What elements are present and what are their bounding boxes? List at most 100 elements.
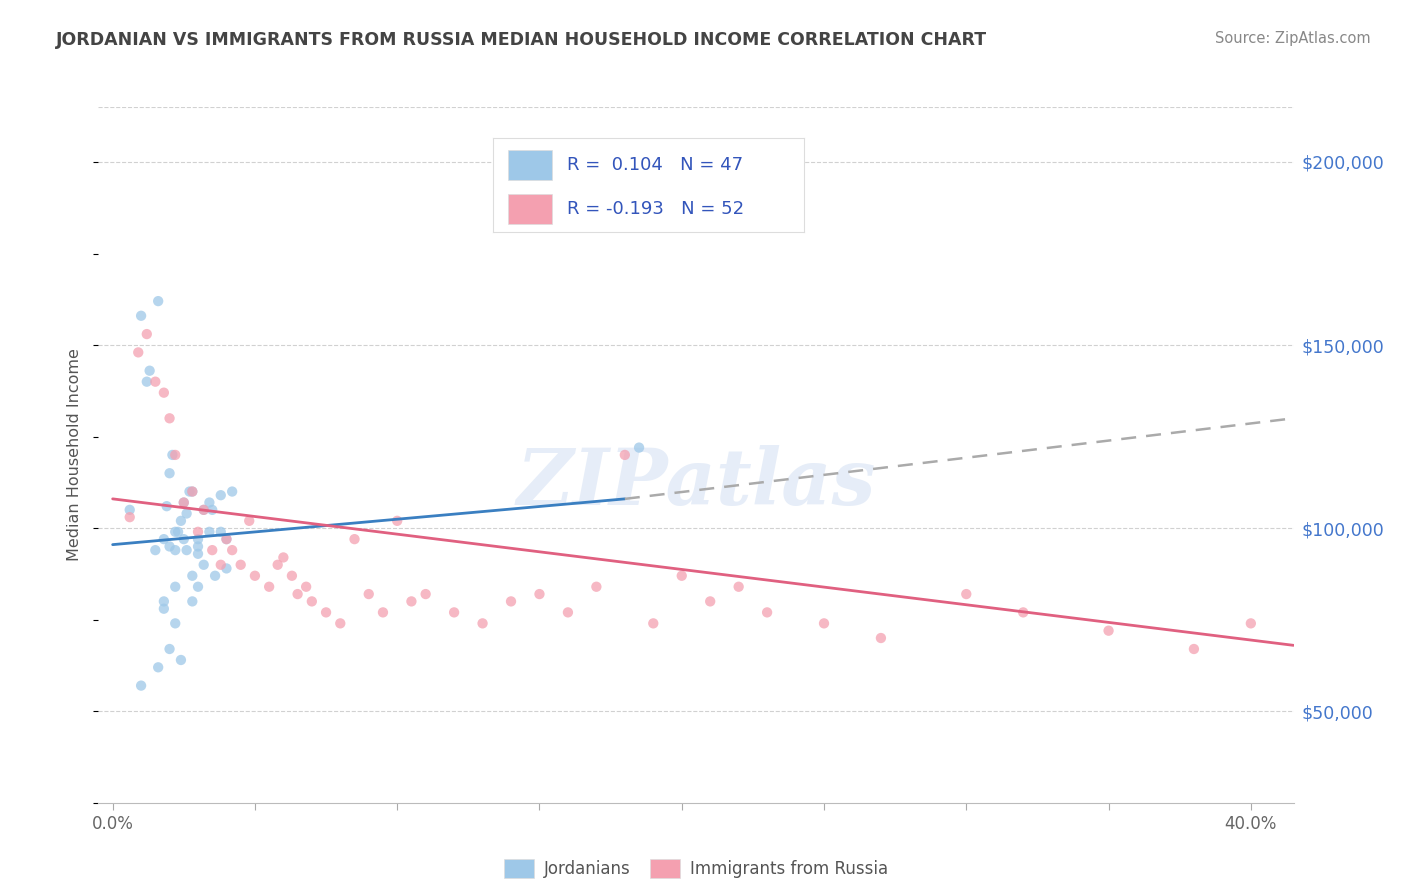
- Point: [238, 514, 260, 528]
- FancyBboxPatch shape: [509, 150, 551, 179]
- Point: [209, 524, 232, 539]
- Point: [187, 540, 209, 554]
- Point: [215, 532, 238, 546]
- Point: [118, 503, 141, 517]
- Point: [221, 543, 243, 558]
- Point: [343, 532, 366, 546]
- Point: [727, 580, 749, 594]
- Point: [955, 587, 977, 601]
- Point: [170, 514, 193, 528]
- Point: [153, 532, 176, 546]
- Point: [221, 484, 243, 499]
- Point: [204, 568, 226, 582]
- Point: [143, 543, 166, 558]
- Point: [193, 558, 215, 572]
- Point: [165, 524, 187, 539]
- Point: [165, 448, 187, 462]
- Point: [187, 524, 209, 539]
- Point: [295, 580, 318, 594]
- Point: [173, 495, 195, 509]
- Point: [187, 580, 209, 594]
- Point: [870, 631, 893, 645]
- Point: [813, 616, 835, 631]
- Point: [167, 524, 190, 539]
- Point: [187, 532, 209, 546]
- Point: [267, 558, 290, 572]
- Point: [138, 364, 160, 378]
- Point: [1012, 606, 1035, 620]
- Point: [499, 594, 522, 608]
- Point: [1182, 642, 1205, 657]
- Point: [401, 594, 423, 608]
- Point: [281, 568, 304, 582]
- Point: [162, 448, 184, 462]
- Point: [443, 606, 465, 620]
- Point: [357, 587, 380, 601]
- Point: [159, 411, 181, 425]
- Point: [173, 532, 195, 546]
- Point: [153, 385, 176, 400]
- Legend: Jordanians, Immigrants from Russia: Jordanians, Immigrants from Russia: [496, 853, 896, 885]
- Point: [193, 503, 215, 517]
- Point: [148, 294, 170, 309]
- Point: [135, 375, 157, 389]
- Point: [159, 540, 181, 554]
- Point: [699, 594, 721, 608]
- Point: [143, 375, 166, 389]
- Text: JORDANIAN VS IMMIGRANTS FROM RUSSIA MEDIAN HOUSEHOLD INCOME CORRELATION CHART: JORDANIAN VS IMMIGRANTS FROM RUSSIA MEDI…: [56, 31, 987, 49]
- Point: [198, 524, 221, 539]
- Point: [165, 580, 187, 594]
- Point: [371, 606, 394, 620]
- Point: [193, 503, 215, 517]
- Point: [129, 309, 152, 323]
- Point: [628, 441, 651, 455]
- Point: [153, 601, 176, 615]
- Point: [329, 616, 352, 631]
- Point: [165, 616, 187, 631]
- Point: [471, 616, 494, 631]
- Point: [181, 594, 204, 608]
- Point: [148, 660, 170, 674]
- Point: [1097, 624, 1119, 638]
- Point: [159, 467, 181, 481]
- Point: [273, 550, 295, 565]
- Point: [385, 514, 409, 528]
- Point: [179, 484, 201, 499]
- Point: [215, 532, 238, 546]
- Point: [229, 558, 252, 572]
- Point: [118, 510, 141, 524]
- Point: [209, 558, 232, 572]
- Point: [127, 345, 149, 359]
- Point: [529, 587, 551, 601]
- Y-axis label: Median Household Income: Median Household Income: [67, 349, 83, 561]
- Text: R = -0.193   N = 52: R = -0.193 N = 52: [568, 200, 745, 218]
- Point: [1240, 616, 1263, 631]
- Point: [135, 327, 157, 342]
- Point: [129, 679, 152, 693]
- Point: [287, 587, 309, 601]
- Point: [198, 495, 221, 509]
- Point: [557, 606, 579, 620]
- Point: [415, 587, 437, 601]
- Point: [257, 580, 280, 594]
- Point: [159, 642, 181, 657]
- Text: R =  0.104   N = 47: R = 0.104 N = 47: [568, 155, 744, 174]
- Point: [209, 488, 232, 502]
- Point: [181, 568, 204, 582]
- Point: [243, 568, 266, 582]
- Point: [215, 561, 238, 575]
- Point: [643, 616, 665, 631]
- FancyBboxPatch shape: [509, 194, 551, 224]
- Point: [201, 503, 224, 517]
- Point: [165, 543, 187, 558]
- Text: ZIPatlas: ZIPatlas: [516, 444, 876, 521]
- Point: [187, 547, 209, 561]
- Point: [585, 580, 607, 594]
- Point: [181, 484, 204, 499]
- Point: [176, 507, 198, 521]
- Text: Source: ZipAtlas.com: Source: ZipAtlas.com: [1215, 31, 1371, 46]
- Point: [156, 499, 179, 513]
- Point: [181, 484, 204, 499]
- Point: [315, 606, 337, 620]
- Point: [173, 495, 195, 509]
